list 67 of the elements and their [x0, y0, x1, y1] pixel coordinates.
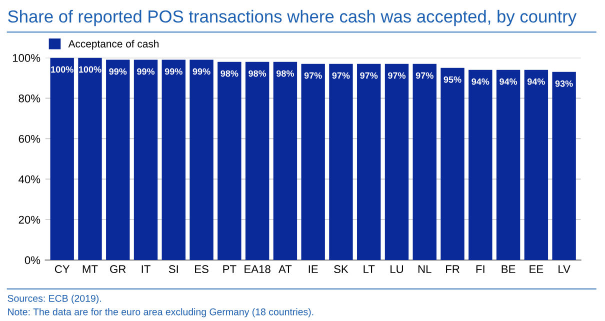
data-label: 94% — [527, 78, 545, 85]
data-label: 100% — [79, 66, 102, 73]
data-label: 100% — [51, 66, 74, 73]
data-label: 99% — [109, 68, 127, 75]
data-label: 99% — [137, 68, 155, 75]
text: Note: The data are for the euro area excluding Germany (18 countries). — [8, 308, 314, 318]
data-label: 98% — [220, 70, 238, 77]
bar — [245, 62, 270, 260]
x-tick-label: LV — [558, 265, 570, 273]
x-tick-label: IE — [308, 265, 318, 273]
x-tick-label: NL — [418, 265, 432, 273]
x-tick-label: MT — [82, 265, 98, 273]
x-tick-label: BE — [502, 265, 516, 273]
bar — [162, 60, 186, 260]
bar — [50, 58, 74, 260]
source-note: Sources: ECB (2019). — [8, 294, 101, 304]
data-label: 94% — [472, 78, 490, 85]
x-tick-label: EE — [530, 265, 544, 273]
y-tick-label: 20% — [18, 216, 40, 224]
x-tick-label: ES — [195, 265, 208, 274]
data-label: 97% — [304, 72, 322, 79]
bar — [384, 64, 409, 260]
x-tick-label: IT — [142, 265, 150, 273]
x-tick-label: FR — [446, 265, 460, 273]
bar — [496, 70, 520, 260]
x-tick-label: PT — [223, 265, 236, 273]
data-label: 99% — [192, 68, 210, 75]
bar — [552, 72, 576, 260]
bar — [524, 70, 548, 260]
bar — [440, 68, 464, 260]
y-tick-label: 0% — [24, 256, 40, 264]
x-tick-label: LT — [364, 265, 375, 273]
bar — [190, 60, 214, 260]
x-tick-label: AT — [278, 265, 292, 273]
y-tick-label: 60% — [18, 134, 40, 143]
y-tick-label: 100% — [12, 54, 40, 62]
y-tick-label: 40% — [18, 175, 40, 184]
bar — [412, 64, 436, 260]
bar — [134, 60, 158, 260]
x-tick-label: LU — [390, 265, 403, 274]
bar — [78, 58, 102, 260]
data-label: 95% — [444, 76, 462, 83]
data-label: 97% — [416, 72, 434, 79]
x-tick-label: GR — [110, 265, 126, 274]
data-label: 97% — [360, 72, 378, 79]
bar — [468, 70, 492, 260]
legend-label: Acceptance of cash — [68, 40, 159, 50]
bar — [329, 64, 353, 260]
bar — [106, 60, 130, 260]
x-tick-label: SI — [168, 265, 178, 274]
chart-title: Share of reported POS transactions where cash was accepted, by country — [8, 10, 577, 26]
x-tick-label: SK — [334, 265, 348, 274]
bar — [273, 62, 298, 260]
y-tick-label: 80% — [18, 94, 40, 102]
data-label: 99% — [164, 68, 182, 75]
bar — [218, 62, 242, 260]
x-tick-label: FI — [476, 265, 484, 273]
x-tick-label: CY — [54, 265, 70, 274]
data-label: 94% — [500, 78, 518, 85]
bar — [357, 64, 381, 260]
data-label: 98% — [276, 70, 294, 77]
data-label: 93% — [555, 80, 573, 87]
data-label: 97% — [332, 72, 350, 79]
data-label: 98% — [248, 70, 266, 77]
bar — [301, 64, 325, 260]
data-label: 97% — [388, 72, 406, 79]
x-tick-label: EA18 — [244, 265, 270, 274]
